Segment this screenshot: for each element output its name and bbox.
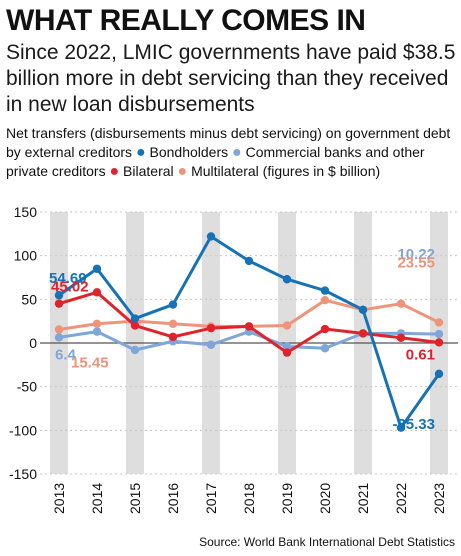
data-label-commercial: 10.22: [397, 246, 435, 263]
data-label-bondholders: -35.33: [392, 416, 435, 433]
data-point-multilateral: [92, 319, 102, 328]
x-tick-label: 2022: [393, 483, 409, 514]
legend-bilateral-label: Bilateral: [123, 163, 174, 179]
data-point-multilateral: [396, 299, 406, 308]
data-point-bondholders: [168, 300, 178, 309]
legend-multilateral-label: Multilateral (figures in $ billion): [191, 163, 381, 179]
data-point-multilateral: [320, 296, 330, 305]
data-point-multilateral: [434, 318, 444, 327]
data-label-bondholders: 54.69: [49, 270, 87, 287]
y-tick-label: -100: [9, 422, 37, 438]
y-tick-label: 150: [14, 204, 38, 220]
data-point-bilateral: [320, 324, 330, 334]
data-point-bilateral: [92, 288, 102, 297]
data-point-bilateral: [206, 323, 216, 333]
data-point-bilateral: [434, 338, 444, 347]
data-point-multilateral: [54, 325, 64, 334]
data-point-bondholders: [54, 291, 64, 300]
legend-bondholders-marker: ●: [135, 144, 146, 161]
x-tick-label: 2023: [431, 483, 447, 514]
x-tick-label: 2015: [127, 483, 143, 514]
legend-bondholders-label: Bondholders: [149, 144, 229, 160]
data-point-bondholders: [396, 423, 406, 432]
y-tick-label: -150: [9, 466, 37, 482]
chart-description: Net transfers (disbursements minus debt …: [6, 124, 458, 181]
legend-bilateral-marker: ●: [109, 163, 120, 180]
legend-commercial-marker: ●: [232, 144, 242, 161]
data-point-bondholders: [206, 232, 216, 241]
x-tick-label: 2021: [355, 483, 371, 514]
data-point-bilateral: [244, 322, 254, 331]
data-label-bilateral: 0.61: [406, 346, 435, 363]
data-point-bilateral: [396, 333, 406, 342]
y-tick-label: -50: [17, 379, 37, 395]
x-tick-label: 2019: [279, 483, 295, 514]
x-tick-label: 2014: [89, 483, 105, 514]
data-point-bondholders: [320, 286, 330, 295]
data-point-bondholders: [282, 275, 292, 284]
data-point-bondholders: [434, 369, 444, 379]
subtitle: Since 2022, LMIC governments have paid $…: [6, 41, 456, 116]
data-point-bilateral: [54, 299, 64, 308]
description-intro: Net transfers (disbursements minus debt …: [6, 125, 451, 160]
data-point-commercial: [320, 344, 330, 353]
x-tick-label: 2018: [241, 483, 257, 514]
y-tick-label: 50: [21, 291, 37, 307]
x-tick-label: 2016: [165, 483, 181, 514]
data-point-bondholders: [244, 256, 254, 266]
legend-commercial-label: Commercial banks and other private credi…: [6, 144, 425, 179]
data-point-commercial: [130, 345, 140, 355]
data-point-bilateral: [130, 321, 140, 330]
data-point-bilateral: [168, 332, 178, 342]
x-tick-label: 2013: [51, 483, 67, 514]
source-note: Source: World Bank International Debt St…: [199, 535, 455, 549]
data-point-bondholders: [130, 314, 140, 323]
data-label-bilateral: 45.02: [51, 279, 89, 296]
legend-multilateral-marker: ●: [177, 163, 188, 180]
x-tick-label: 2017: [203, 483, 219, 514]
data-point-commercial: [92, 327, 102, 336]
data-point-bondholders: [92, 264, 102, 273]
y-tick-label: 100: [14, 248, 38, 264]
data-point-commercial: [282, 342, 292, 351]
x-tick-label: 2020: [317, 483, 333, 514]
data-point-commercial: [206, 340, 216, 349]
y-tick-label: 0: [29, 335, 37, 351]
data-point-bilateral: [282, 348, 292, 357]
data-point-commercial: [54, 333, 64, 342]
data-label-multilateral: 23.55: [397, 254, 435, 271]
data-point-bilateral: [358, 329, 368, 338]
data-point-bondholders: [358, 305, 368, 315]
headline: WHAT REALLY COMES IN: [6, 4, 366, 37]
data-point-multilateral: [168, 319, 178, 328]
data-label-commercial: 6.4: [55, 346, 77, 363]
data-point-multilateral: [282, 321, 292, 330]
data-label-multilateral: 15.45: [71, 355, 109, 372]
data-point-commercial: [434, 329, 444, 339]
